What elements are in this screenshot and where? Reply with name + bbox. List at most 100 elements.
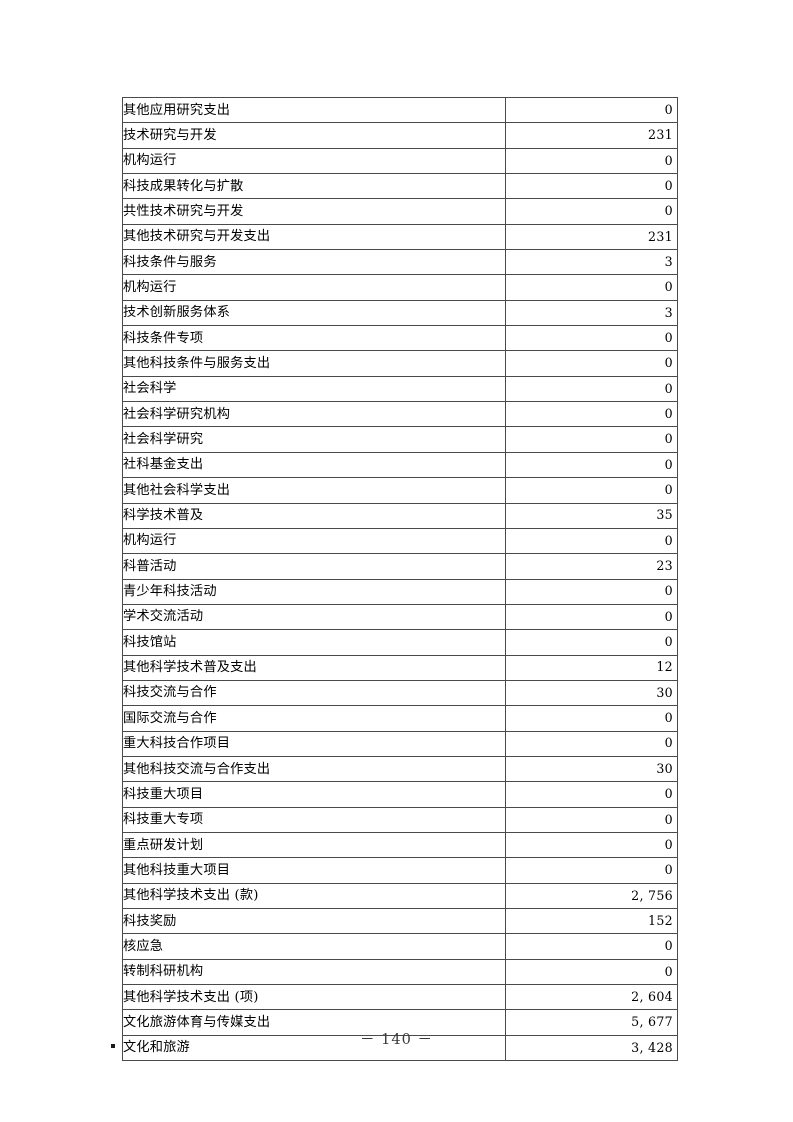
table-row: 社会科学 0 <box>122 375 678 403</box>
row-label: 其他科学技术普及支出 <box>122 654 506 681</box>
row-label: 青少年科技活动 <box>122 578 506 605</box>
row-amount: 0 <box>505 325 678 352</box>
row-label: 其他技术研究与开发支出 <box>122 223 506 251</box>
row-amount: 0 <box>505 274 678 301</box>
row-amount: 3, 428 <box>505 1034 678 1062</box>
row-label: 其他科技条件与服务支出 <box>122 350 506 377</box>
row-label: 机构运行 <box>122 147 506 175</box>
row-label: 其他科学技术支出 (项) <box>122 984 506 1011</box>
row-label: 社会科学研究 <box>122 426 506 453</box>
row-label: 共性技术研究与开发 <box>122 198 506 225</box>
row-amount: 23 <box>505 553 678 580</box>
row-amount: 0 <box>505 477 678 504</box>
row-amount: 0 <box>505 198 678 225</box>
row-label: 文化旅游体育与传媒支出 <box>122 1009 506 1036</box>
row-label: 技术创新服务体系 <box>122 299 506 327</box>
row-amount: 0 <box>505 375 678 403</box>
row-amount: 2, 756 <box>505 882 678 910</box>
table-row: 青少年科技活动 0 <box>122 578 678 605</box>
table-row: 其他科技重大项目 0 <box>122 857 678 884</box>
table-row: 重大科技合作项目 0 <box>122 730 678 757</box>
row-amount: 5, 677 <box>505 1009 678 1036</box>
table-row: 机构运行 0 <box>122 147 678 175</box>
row-label: 科技条件与服务 <box>122 249 506 276</box>
row-amount: 0 <box>505 806 678 833</box>
table-row: 机构运行 0 <box>122 274 678 301</box>
row-amount: 30 <box>505 679 678 707</box>
row-amount: 0 <box>505 958 678 986</box>
row-amount: 2, 604 <box>505 984 678 1011</box>
row-amount: 0 <box>505 350 678 377</box>
row-amount: 0 <box>505 629 678 656</box>
row-amount: 0 <box>505 857 678 884</box>
row-amount: 0 <box>505 578 678 605</box>
budget-expenditure-table: 其他应用研究支出 0 技术研究与开发 231 机构运行 0 科技成果转化与扩散 0 共性技术研究… <box>122 96 678 1062</box>
table-row: 其他社会科学支出 0 <box>122 477 678 504</box>
row-amount: 231 <box>505 122 678 149</box>
row-label: 转制科研机构 <box>122 958 506 986</box>
row-label: 其他科技重大项目 <box>122 857 506 884</box>
row-amount: 35 <box>505 502 678 529</box>
table-row: 其他技术研究与开发支出 231 <box>122 223 678 251</box>
table-row: 科技重大项目 0 <box>122 781 678 808</box>
row-amount: 30 <box>505 755 678 783</box>
page-number: － 140 － <box>360 1032 433 1048</box>
row-label: 重大科技合作项目 <box>122 730 506 757</box>
table-row: 科技成果转化与扩散 0 <box>122 173 678 200</box>
table-row: 其他科技交流与合作支出 30 <box>122 755 678 783</box>
table-row: 科技馆站 0 <box>122 629 678 656</box>
table-row: 共性技术研究与开发 0 <box>122 198 678 225</box>
row-amount: 0 <box>505 173 678 200</box>
table-row: 其他科学技术支出 (项) 2, 604 <box>122 984 678 1011</box>
row-label: 其他应用研究支出 <box>122 96 506 124</box>
row-label: 其他科技交流与合作支出 <box>122 755 506 783</box>
row-amount: 231 <box>505 223 678 251</box>
row-amount: 0 <box>505 147 678 175</box>
table-row: 社会科学研究机构 0 <box>122 401 678 428</box>
row-label: 学术交流活动 <box>122 603 506 631</box>
row-amount: 0 <box>505 96 678 124</box>
table-row: 学术交流活动 0 <box>122 603 678 631</box>
table-row: 其他科学技术普及支出 12 <box>122 654 678 681</box>
row-amount: 152 <box>505 907 678 935</box>
row-label: 科普活动 <box>122 553 506 580</box>
row-amount: 3 <box>505 299 678 327</box>
row-amount: 0 <box>505 730 678 757</box>
row-label: 科技成果转化与扩散 <box>122 173 506 200</box>
row-label: 科技重大项目 <box>122 781 506 808</box>
row-label: 科技交流与合作 <box>122 679 506 707</box>
table-row: 科普活动 23 <box>122 553 678 580</box>
table-row: 技术研究与开发 231 <box>122 122 678 149</box>
page-margin-dot <box>111 1044 115 1048</box>
table-row: 其他科学技术支出 (款) 2, 756 <box>122 882 678 910</box>
table-row: 技术创新服务体系 3 <box>122 299 678 327</box>
row-amount: 12 <box>505 654 678 681</box>
row-amount: 0 <box>505 933 678 960</box>
row-amount: 0 <box>505 831 678 859</box>
row-label: 科技条件专项 <box>122 325 506 352</box>
row-label: 机构运行 <box>122 527 506 555</box>
row-amount: 3 <box>505 249 678 276</box>
row-label: 其他社会科学支出 <box>122 477 506 504</box>
table-row: 科技交流与合作 30 <box>122 679 678 707</box>
table-row: 重点研发计划 0 <box>122 831 678 859</box>
table-row: 科技重大专项 0 <box>122 806 678 833</box>
row-label: 社科基金支出 <box>122 451 506 479</box>
table-row: 核应急 0 <box>122 933 678 960</box>
table-row: 科技条件专项 0 <box>122 325 678 352</box>
row-amount: 0 <box>505 401 678 428</box>
table-row: 其他应用研究支出 0 <box>122 96 678 124</box>
table-row: 国际交流与合作 0 <box>122 705 678 732</box>
row-amount: 0 <box>505 527 678 555</box>
row-label: 机构运行 <box>122 274 506 301</box>
row-amount: 0 <box>505 705 678 732</box>
row-label: 社会科学 <box>122 375 506 403</box>
table-row: 社会科学研究 0 <box>122 426 678 453</box>
table-row: 机构运行 0 <box>122 527 678 555</box>
row-label: 其他科学技术支出 (款) <box>122 882 506 910</box>
table-row: 科技条件与服务 3 <box>122 249 678 276</box>
row-amount: 0 <box>505 426 678 453</box>
row-label: 科技奖励 <box>122 907 506 935</box>
row-label: 科技重大专项 <box>122 806 506 833</box>
